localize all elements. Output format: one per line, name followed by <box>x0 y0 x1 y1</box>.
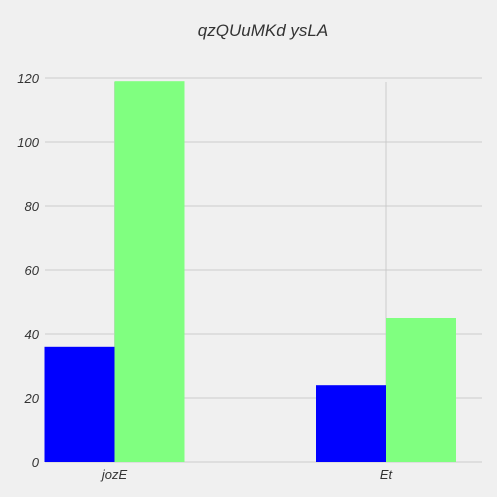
y-tick-label: 100 <box>17 135 39 150</box>
bar-series-2-Et <box>386 318 456 462</box>
bars <box>44 81 456 462</box>
y-tick-label: 60 <box>25 263 40 278</box>
bar-series-1-Et <box>316 385 386 462</box>
y-tick-label: 80 <box>25 199 40 214</box>
x-axis-ticks: jozE Et <box>100 467 394 482</box>
y-axis-ticks: 0 20 40 60 80 100 120 <box>17 71 39 470</box>
x-tick-label: Et <box>380 467 394 482</box>
x-tick-label: jozE <box>100 467 128 482</box>
chart-title: qzQUuMKd ysLA <box>198 21 328 40</box>
y-tick-label: 40 <box>25 327 40 342</box>
bar-series-1-jozE <box>44 346 115 462</box>
y-tick-label: 0 <box>32 455 40 470</box>
y-tick-label: 120 <box>17 71 39 86</box>
bar-series-2-jozE <box>114 81 185 462</box>
y-tick-label: 20 <box>24 391 40 406</box>
